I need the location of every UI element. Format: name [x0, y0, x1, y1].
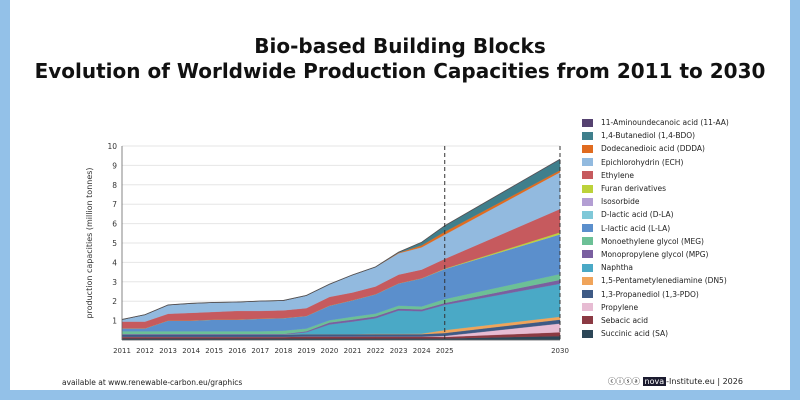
total-outline — [121, 158, 561, 320]
legend-swatch — [582, 290, 593, 299]
x-tick-label: 2011 — [113, 347, 131, 355]
legend-label: D-lactic acid (D-LA) — [601, 210, 674, 220]
legend-item: Sebacic acid — [582, 314, 729, 327]
legend-label: Furan derivatives — [601, 184, 667, 194]
x-tick-label: 2020 — [321, 347, 339, 355]
legend-item: Isosorbide — [582, 195, 729, 208]
legend-label: L-lactic acid (L-LA) — [601, 223, 671, 233]
legend-item: Ethylene — [582, 169, 729, 182]
y-tick-label: 5 — [112, 239, 117, 248]
cc-license-icon: ⓒⓘⓢⓐ — [608, 377, 640, 386]
legend-label: Monoethylene glycol (MEG) — [601, 236, 704, 246]
legend-label: 11-Aminoundecanoic acid (11-AA) — [601, 118, 729, 128]
y-tick-label: 6 — [112, 220, 117, 229]
legend-label: Sebacic acid — [601, 315, 649, 325]
legend-label: Monopropylene glycol (MPG) — [601, 249, 709, 259]
x-tick-label: 2013 — [159, 347, 177, 355]
legend-swatch — [582, 250, 593, 259]
legend-swatch — [582, 197, 593, 206]
legend-swatch — [582, 316, 593, 325]
x-tick-label: 2023 — [390, 347, 408, 355]
x-tick-label: 2017 — [251, 347, 269, 355]
y-tick-label: 4 — [112, 258, 117, 267]
legend-item: D-lactic acid (D-LA) — [582, 208, 729, 221]
legend-label: 1,5-Pentametylenediamine (DN5) — [601, 276, 727, 286]
footer-source: available at www.renewable-carbon.eu/gra… — [62, 378, 243, 387]
x-tick-label: 2019 — [298, 347, 316, 355]
legend-swatch — [582, 329, 593, 338]
legend-label: Ethylene — [601, 170, 634, 180]
legend-item: 11-Aminoundecanoic acid (11-AA) — [582, 116, 729, 129]
legend-swatch — [582, 158, 593, 167]
y-tick-label: 9 — [112, 161, 117, 170]
chart-title: Bio-based Building Blocks Evolution of W… — [0, 34, 800, 84]
x-tick-label: 2024 — [413, 347, 431, 355]
legend-swatch — [582, 210, 593, 219]
legend-item: Monopropylene glycol (MPG) — [582, 248, 729, 261]
x-tick-label: 2015 — [205, 347, 223, 355]
legend-label: Epichlorohydrin (ECH) — [601, 157, 684, 167]
y-tick-label: 3 — [112, 278, 117, 287]
legend-label: Isosorbide — [601, 197, 640, 207]
legend-swatch — [582, 263, 593, 272]
y-axis-label: production capacities (million tonnes) — [85, 167, 94, 318]
legend-item: Propylene — [582, 301, 729, 314]
legend-swatch — [582, 131, 593, 140]
x-tick-label: 2012 — [136, 347, 154, 355]
legend-swatch — [582, 118, 593, 127]
legend-label: Dodecanedioic acid (DDDA) — [601, 144, 705, 154]
legend-item: Furan derivatives — [582, 182, 729, 195]
legend-item: 1,5-Pentametylenediamine (DN5) — [582, 274, 729, 287]
x-tick-label: 2016 — [228, 347, 246, 355]
legend: 11-Aminoundecanoic acid (11-AA) 1,4-Butan… — [582, 116, 729, 340]
legend-label: Succinic acid (SA) — [601, 329, 669, 339]
y-tick-label: 8 — [112, 181, 117, 190]
footer-credit: ⓒⓘⓢⓐ nova -Institute.eu | 2026 — [608, 376, 743, 387]
legend-swatch — [582, 144, 593, 153]
legend-swatch — [582, 237, 593, 246]
legend-swatch — [582, 224, 593, 233]
legend-swatch — [582, 276, 593, 285]
x-tick-label: 2021 — [344, 347, 362, 355]
legend-label: Naphtha — [601, 263, 634, 273]
legend-item: Monoethylene glycol (MEG) — [582, 235, 729, 248]
legend-item: Dodecanedioic acid (DDDA) — [582, 142, 729, 155]
legend-item: 1,4-Butanediol (1,4-BDO) — [582, 129, 729, 142]
y-tick-label: 10 — [107, 142, 117, 151]
x-tick-label: 2030 — [551, 347, 569, 355]
legend-label: Propylene — [601, 302, 639, 312]
legend-item: Epichlorohydrin (ECH) — [582, 156, 729, 169]
x-tick-label: 2022 — [367, 347, 385, 355]
legend-label: 1,3-Propanediol (1,3-PDO) — [601, 289, 699, 299]
footer-institute: -Institute.eu | 2026 — [666, 377, 743, 386]
legend-label: 1,4-Butanediol (1,4-BDO) — [601, 131, 696, 141]
legend-item: Naphtha — [582, 261, 729, 274]
y-tick-label: 1 — [112, 317, 117, 326]
title-line-1: Bio-based Building Blocks — [254, 34, 546, 58]
legend-item: 1,3-Propanediol (1,3-PDO) — [582, 287, 729, 300]
x-tick-label: 2014 — [182, 347, 200, 355]
y-tick-label: 7 — [112, 200, 117, 209]
legend-item: Succinic acid (SA) — [582, 327, 729, 340]
legend-swatch — [582, 171, 593, 180]
y-tick-label: 2 — [112, 297, 117, 306]
legend-swatch — [582, 303, 593, 312]
x-tick-label: 2018 — [274, 347, 292, 355]
title-line-2: Evolution of Worldwide Production Capaci… — [34, 59, 766, 83]
nova-logo: nova — [642, 377, 667, 386]
legend-swatch — [582, 184, 593, 193]
x-tick-label: 2025 — [436, 347, 454, 355]
legend-item: L-lactic acid (L-LA) — [582, 222, 729, 235]
